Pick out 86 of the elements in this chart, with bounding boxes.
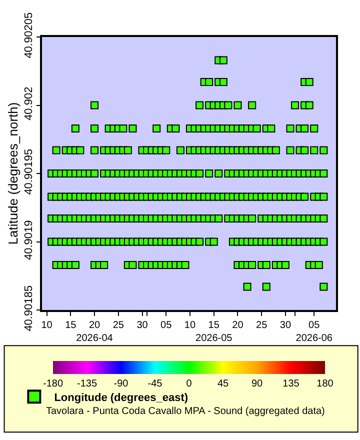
point [310,146,318,154]
x-tick-label: 05 [160,320,172,331]
point [90,146,99,154]
x-tick-label: 25 [256,320,268,331]
point [291,101,300,110]
x-tick-label: 05 2026-06 [296,320,333,344]
point [128,124,137,132]
point [267,124,276,132]
point [205,170,214,178]
point [176,146,184,154]
y-tick-label: 40.902 [22,86,35,120]
point [128,260,137,269]
point [196,101,204,110]
point [272,146,280,154]
point [286,146,294,154]
x-tick-label: 20 [232,320,244,331]
point [305,101,314,110]
point [214,170,223,178]
point [90,124,99,132]
point [172,124,180,132]
point [281,260,290,269]
point [320,214,328,223]
color-bar-label: 0 [186,378,192,390]
point [76,146,84,154]
point [320,192,328,201]
x-tick-label: 15 [65,320,77,331]
color-bar-label: -45 [148,378,163,390]
y-tick-label: 40.9019 [22,220,35,260]
color-bar-label: 90 [251,378,263,390]
point [214,214,223,223]
point [52,146,60,154]
y-tick-label: 40.90195 [22,148,35,195]
point [162,146,170,154]
point [71,260,80,269]
point [262,260,270,269]
color-bar-label: 135 [282,378,300,390]
point [100,260,108,269]
point [196,170,204,178]
point [90,101,99,110]
point [320,146,328,154]
point [181,260,190,269]
point [90,170,99,178]
x-tick-label: 30 [136,320,148,331]
color-bar-label: -180 [42,378,64,390]
point [152,124,161,132]
point [124,146,132,154]
point [224,101,232,110]
point [262,282,270,291]
color-bar-label: 180 [316,378,334,390]
point [300,146,309,154]
y-tick-label: 40.90205 [22,12,35,58]
point [320,282,328,291]
point [300,124,309,132]
point [310,124,318,132]
point [248,260,256,269]
point [248,101,256,110]
point [71,124,80,132]
point [320,238,328,246]
x-tick-label: 15 2026-05 [196,320,233,344]
point [252,124,261,132]
point [234,101,242,110]
point [205,78,214,86]
legend-label: Longitude (degrees_east) [54,392,188,404]
x-tick-label: 30 [280,320,292,331]
y-tick-label: 40.90185 [22,285,35,332]
color-bar-label: -135 [76,378,98,390]
point [305,78,314,86]
point [320,170,328,178]
point [210,238,218,246]
point [248,214,256,223]
x-tick-label: 10 [41,320,53,331]
point [196,238,204,246]
point [243,282,252,291]
point [219,56,228,64]
point [300,192,309,201]
text: Tavolara - Punta Coda Cavallo MPA - Sound (aggregated data) [46,406,325,417]
x-tick-label: 10 [184,320,196,331]
color-bar-label: 45 [217,378,229,390]
color-bar-label: -90 [114,378,129,390]
x-tick-label: 20 2026-04 [76,320,114,344]
y-axis-title: Latitude (degrees_north) [5,102,20,245]
point [219,78,228,86]
x-tick-label: 25 [112,320,124,331]
point [314,260,323,269]
point [119,124,128,132]
point [286,124,294,132]
